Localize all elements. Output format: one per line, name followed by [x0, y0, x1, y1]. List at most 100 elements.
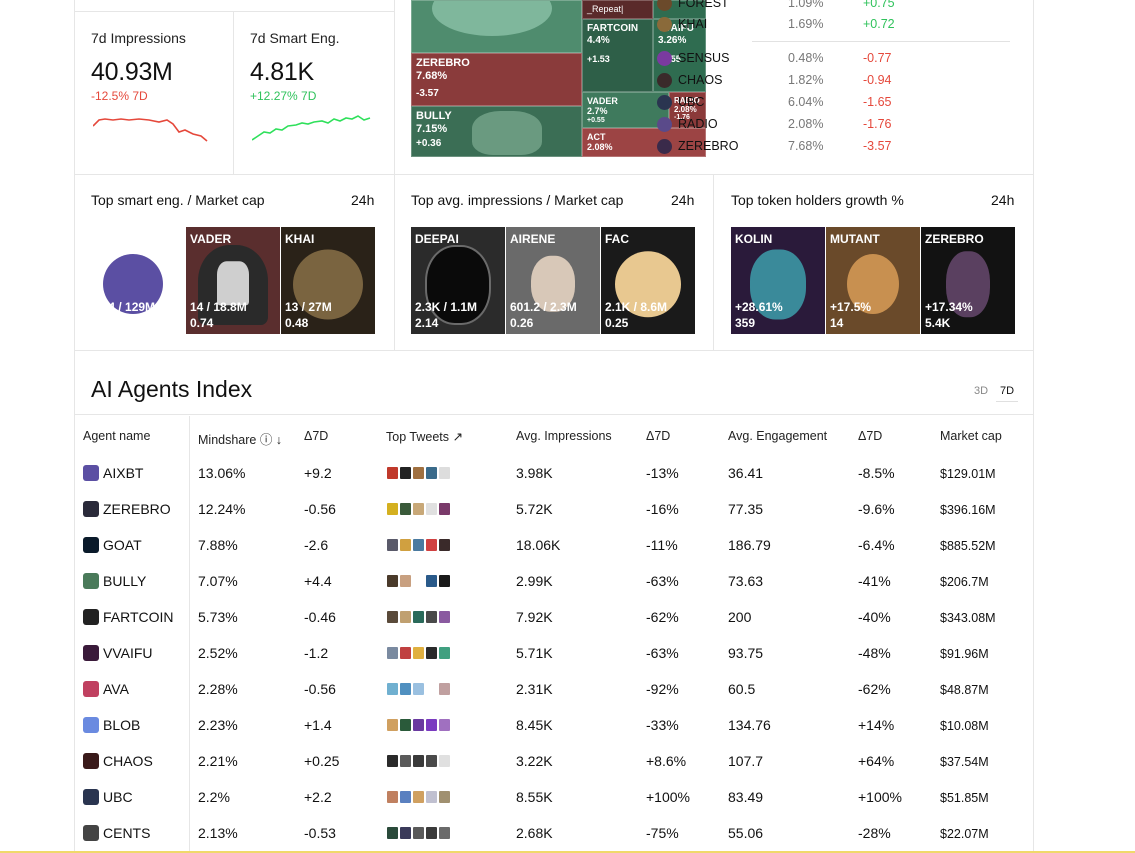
col-market-cap[interactable]: Market cap — [940, 429, 1002, 443]
table-row[interactable]: AVA 2.28% -0.56 2.31K -92% 60.5 -62% $48.87M — [75, 672, 1033, 708]
agent-name[interactable]: AVA — [103, 681, 129, 697]
tweet-thumbnail[interactable] — [438, 610, 451, 624]
tweet-thumbnail[interactable] — [386, 790, 399, 804]
tweet-thumbnail[interactable] — [425, 790, 438, 804]
col-delta-mindshare[interactable]: Δ7D — [304, 429, 329, 443]
treemap-cell-radio[interactable]: RADIO 2.08% -1.76 — [669, 92, 706, 128]
tweet-thumbnail[interactable] — [438, 574, 451, 588]
tweet-thumbnail[interactable] — [425, 538, 438, 552]
tweet-thumbnail[interactable] — [399, 538, 412, 552]
tile-zerebro[interactable]: ZEREBRO +17.34% 5.4K — [921, 227, 1015, 334]
top-tweets-thumbnails[interactable] — [386, 610, 451, 624]
list-item[interactable]: SENSUS 0.48% -0.77 — [657, 48, 947, 68]
agent-name[interactable]: UBC — [103, 789, 133, 805]
tweet-thumbnail[interactable] — [425, 826, 438, 840]
tweet-thumbnail[interactable] — [399, 718, 412, 732]
agent-name[interactable]: CHAOS — [103, 753, 153, 769]
tweet-thumbnail[interactable] — [425, 574, 438, 588]
tweet-thumbnail[interactable] — [386, 574, 399, 588]
agent-name[interactable]: FARTCOIN — [103, 609, 174, 625]
tweet-thumbnail[interactable] — [412, 754, 425, 768]
list-item[interactable]: UBC 6.04% -1.65 — [657, 92, 947, 112]
agent-name[interactable]: GOAT — [103, 537, 142, 553]
top-tweets-thumbnails[interactable] — [386, 574, 451, 588]
tweet-thumbnail[interactable] — [425, 610, 438, 624]
treemap-cell[interactable]: _Repeat| — [582, 0, 653, 19]
table-row[interactable]: BLOB 2.23% +1.4 8.45K -33% 134.76 +14% $10.08M — [75, 708, 1033, 744]
list-item[interactable]: CHAOS 1.82% -0.94 — [657, 70, 947, 90]
treemap-cell[interactable] — [411, 0, 582, 53]
panel-timespan[interactable]: 24h — [991, 192, 1015, 208]
tweet-thumbnail[interactable] — [386, 754, 399, 768]
tweet-thumbnail[interactable] — [412, 646, 425, 660]
smart-eng-card[interactable]: 7d Smart Eng. 4.81K +12.27% 7D — [234, 0, 394, 174]
impressions-card[interactable]: 7d Impressions 40.93M -12.5% 7D — [75, 0, 233, 174]
tweet-thumbnail[interactable] — [386, 826, 399, 840]
tweet-thumbnail[interactable] — [412, 790, 425, 804]
treemap-cell-zerebro[interactable]: ZEREBRO 7.68% -3.57 — [411, 53, 582, 106]
table-row[interactable]: CHAOS 2.21% +0.25 3.22K +8.6% 107.7 +64% $37.54… — [75, 744, 1033, 780]
top-tweets-thumbnails[interactable] — [386, 466, 451, 480]
tile-fac[interactable]: FAC 2.1K / 8.6M 0.25 — [601, 227, 695, 334]
tweet-thumbnail[interactable] — [399, 502, 412, 516]
list-item[interactable]: FOREST 1.09% +0.75 — [657, 0, 947, 13]
table-row[interactable]: CENTS 2.13% -0.53 2.68K -75% 55.06 -28% $22.07M — [75, 816, 1033, 852]
list-item[interactable]: ZEREBRO 7.68% -3.57 — [657, 136, 947, 156]
toggle-3d[interactable]: 3D — [974, 385, 989, 397]
tweet-thumbnail[interactable] — [425, 754, 438, 768]
tweet-thumbnail[interactable] — [412, 502, 425, 516]
tile-aixbt[interactable]: AIXBT 234 / 129M 1.81 — [91, 227, 185, 334]
tweet-thumbnail[interactable] — [425, 466, 438, 480]
agent-name[interactable]: BLOB — [103, 717, 141, 733]
col-delta-impressions[interactable]: Δ7D — [646, 429, 671, 443]
tweet-thumbnail[interactable] — [412, 826, 425, 840]
tweet-thumbnail[interactable] — [386, 502, 399, 516]
tweet-thumbnail[interactable] — [399, 754, 412, 768]
tweet-thumbnail[interactable] — [438, 754, 451, 768]
toggle-7d[interactable]: 7D — [996, 385, 1019, 402]
tweet-thumbnail[interactable] — [399, 682, 412, 696]
tweet-thumbnail[interactable] — [438, 538, 451, 552]
tweet-thumbnail[interactable] — [425, 682, 438, 696]
table-row[interactable]: VVAIFU 2.52% -1.2 5.71K -63% 93.75 -48% $91.96M — [75, 636, 1033, 672]
tweet-thumbnail[interactable] — [399, 610, 412, 624]
list-item[interactable]: KHAI 1.69% +0.72 — [657, 14, 947, 34]
treemap-cell-fartcoin[interactable]: FARTCOIN 4.4% +1.53 — [582, 19, 653, 92]
col-avg-impressions[interactable]: Avg. Impressions — [516, 429, 612, 443]
list-item[interactable]: RADIO 2.08% -1.76 — [657, 114, 947, 134]
table-row[interactable]: UBC 2.2% +2.2 8.55K +100% 83.49 +100% $51.85M — [75, 780, 1033, 816]
tile-kolin[interactable]: KOLIN +28.61% 359 — [731, 227, 825, 334]
agent-name[interactable]: AIXBT — [103, 465, 144, 481]
agent-name[interactable]: ZEREBRO — [103, 501, 171, 517]
tweet-thumbnail[interactable] — [425, 718, 438, 732]
tile-vader[interactable]: VADER 14 / 18.8M 0.74 — [186, 227, 280, 334]
top-tweets-thumbnails[interactable] — [386, 538, 451, 552]
tile-airene[interactable]: AIRENE 601.2 / 2.3M 0.26 — [506, 227, 600, 334]
tweet-thumbnail[interactable] — [386, 718, 399, 732]
tweet-thumbnail[interactable] — [438, 790, 451, 804]
tweet-thumbnail[interactable] — [399, 574, 412, 588]
table-row[interactable]: ZEREBRO 12.24% -0.56 5.72K -16% 77.35 -9.6% $39… — [75, 492, 1033, 528]
top-tweets-thumbnails[interactable] — [386, 790, 451, 804]
tweet-thumbnail[interactable] — [386, 682, 399, 696]
tile-deepai[interactable]: DEEPAI 2.3K / 1.1M 2.14 — [411, 227, 505, 334]
table-row[interactable]: GOAT 7.88% -2.6 18.06K -11% 186.79 -6.4% $885.5… — [75, 528, 1033, 564]
agent-name[interactable]: BULLY — [103, 573, 147, 589]
col-top-tweets[interactable]: Top Tweets ↗ — [386, 430, 463, 444]
tweet-thumbnail[interactable] — [438, 826, 451, 840]
tile-khai[interactable]: KHAI 13 / 27M 0.48 — [281, 227, 375, 334]
top-tweets-thumbnails[interactable] — [386, 502, 451, 516]
top-tweets-thumbnails[interactable] — [386, 646, 451, 660]
top-tweets-thumbnails[interactable] — [386, 682, 451, 696]
treemap-cell-act[interactable]: ACT 2.08% — [582, 128, 706, 157]
treemap-cell-bully[interactable]: BULLY 7.15% +0.36 — [411, 106, 582, 157]
top-tweets-thumbnails[interactable] — [386, 718, 451, 732]
tweet-thumbnail[interactable] — [412, 610, 425, 624]
tweet-thumbnail[interactable] — [399, 466, 412, 480]
tweet-thumbnail[interactable] — [438, 682, 451, 696]
tweet-thumbnail[interactable] — [412, 538, 425, 552]
panel-timespan[interactable]: 24h — [351, 192, 375, 208]
tweet-thumbnail[interactable] — [386, 646, 399, 660]
tweet-thumbnail[interactable] — [425, 502, 438, 516]
tweet-thumbnail[interactable] — [399, 646, 412, 660]
